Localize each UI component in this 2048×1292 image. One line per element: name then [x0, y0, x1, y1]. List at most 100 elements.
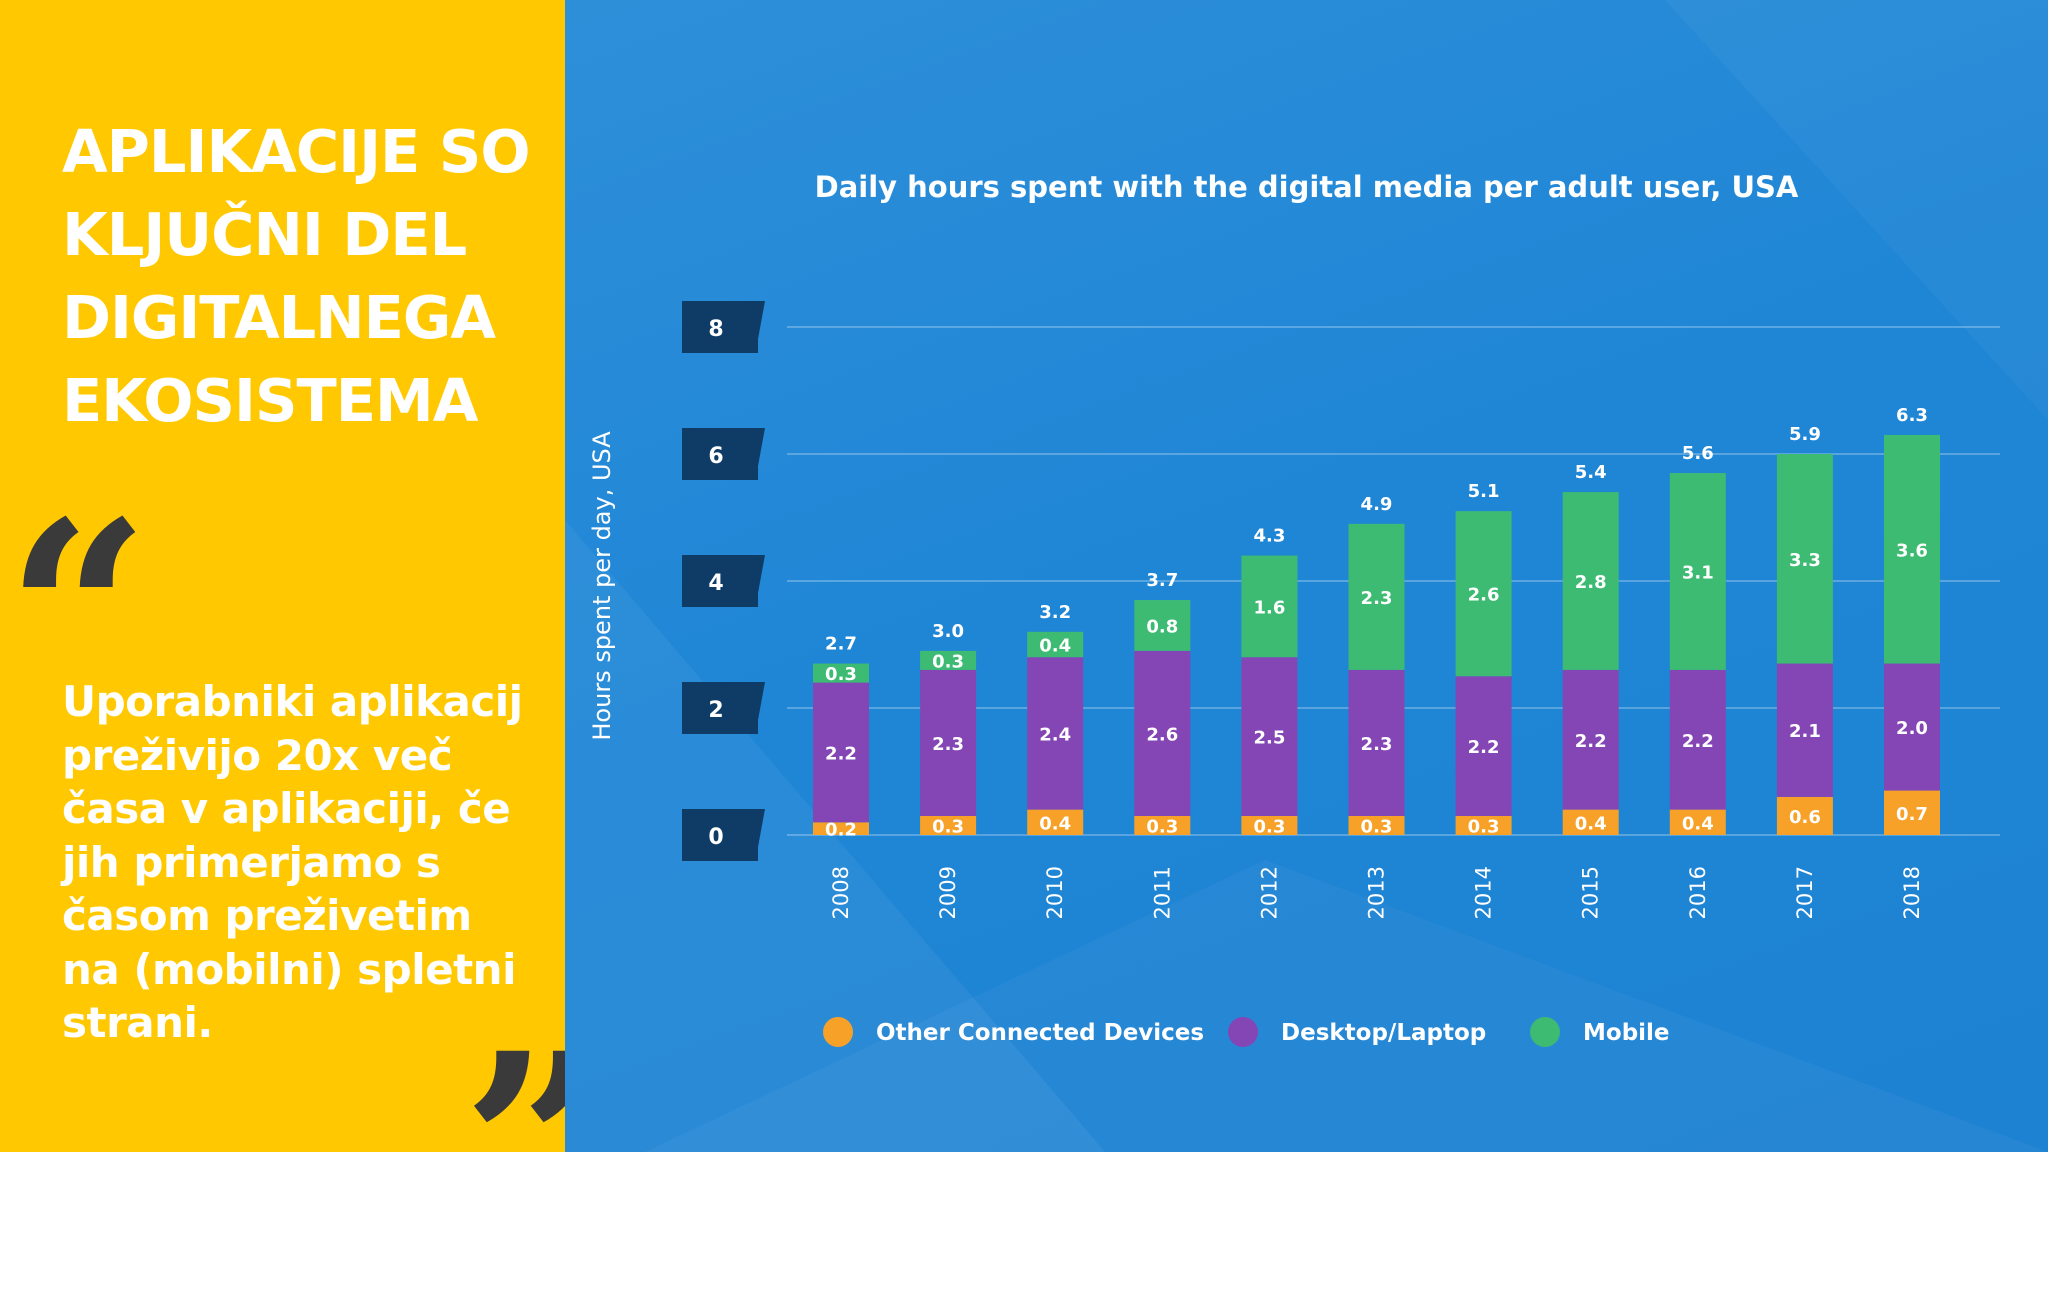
segment-value-label: 2.3 [1361, 734, 1393, 755]
segment-value-label: 2.0 [1896, 718, 1928, 739]
bars: 0.2 2.2 0.3 2.7 0.3 2.3 0.3 3.0 0.4 2.4 0.4 3.2 0.3 2… [813, 405, 1940, 841]
bar-segment [1241, 657, 1298, 816]
background-decoration [565, 0, 2048, 1152]
total-value-label: 2.7 [825, 634, 857, 655]
total-value-label: 5.9 [1789, 424, 1821, 445]
segment-value-label: 2.3 [932, 734, 964, 755]
y-tick-label: 2 [708, 698, 723, 723]
bar-segment [1884, 663, 1940, 791]
segment-value-label: 0.4 [1682, 813, 1714, 834]
y-tick-label: 6 [708, 444, 723, 469]
bar-segment [920, 650, 977, 670]
bar-segment [1241, 555, 1298, 658]
segment-value-label: 2.2 [1468, 737, 1500, 758]
y-tick-box [682, 301, 758, 353]
x-tick-label: 2009 [936, 866, 960, 919]
segment-value-label: 0.2 [825, 820, 857, 841]
bar-segment [1348, 669, 1405, 816]
x-tick-label: 2008 [829, 866, 853, 919]
segment-value-label: 2.2 [1575, 731, 1607, 752]
left-panel: APLIKACIJE SO KLJUČNI DEL DIGITALNEGA EK… [0, 0, 606, 1270]
total-value-label: 5.1 [1468, 481, 1500, 502]
bar-segment [1241, 815, 1298, 835]
y-tick-box [682, 809, 758, 861]
legend-marker [1530, 1017, 1560, 1047]
bar-segment [1562, 492, 1619, 670]
x-tick-label: 2011 [1150, 866, 1174, 919]
bar-segment [1884, 434, 1940, 664]
bar-segment [813, 822, 869, 835]
total-value-label: 3.7 [1146, 570, 1178, 591]
chart-panel: 0 2 4 6 8 0.2 2.2 0.3 2.7 0.3 2.3 0.3 3.0 0.4 2.4 0.4 3… [565, 0, 2048, 1152]
y-axis-label: Hours spent per day, USA [588, 431, 616, 741]
y-tick-box-tab [758, 301, 765, 339]
y-tick-box-tab [758, 682, 765, 720]
total-value-label: 3.2 [1039, 602, 1071, 623]
bar-segment [1027, 631, 1084, 658]
bg-shape [565, 520, 1105, 1152]
segment-value-label: 2.6 [1146, 724, 1178, 745]
segment-value-label: 2.6 [1468, 585, 1500, 606]
bar-segment [1348, 815, 1405, 835]
total-value-label: 3.0 [932, 621, 964, 642]
y-tick-box [682, 682, 758, 734]
bar-segment [1455, 815, 1512, 835]
segment-value-label: 0.7 [1896, 804, 1928, 825]
bar-segment [1027, 809, 1084, 835]
segment-value-label: 1.6 [1253, 597, 1285, 618]
bar-segment [1776, 663, 1833, 797]
legend-label: Mobile [1583, 1020, 1670, 1046]
total-value-label: 4.9 [1361, 494, 1393, 515]
y-tick-label: 4 [708, 571, 723, 596]
bar-segment [1562, 809, 1619, 835]
total-value-label: 5.4 [1575, 462, 1607, 483]
legend-marker [1228, 1017, 1258, 1047]
segment-value-label: 0.4 [1039, 636, 1071, 657]
chart-title: Daily hours spent with the digital media… [814, 170, 1799, 204]
bar-segment [1348, 523, 1405, 670]
bar-segment [1134, 650, 1191, 816]
segment-value-label: 3.1 [1682, 562, 1714, 583]
bar-segment [1027, 657, 1084, 810]
segment-value-label: 0.4 [1575, 813, 1607, 834]
bg-shape [645, 860, 2048, 1152]
segment-value-label: 0.3 [1468, 816, 1500, 837]
legend: Other Connected Devices Desktop/Laptop Mob… [823, 1017, 1670, 1047]
y-tick-box-tab [758, 555, 765, 593]
bar-segment [1669, 669, 1726, 810]
bar-segment [1669, 473, 1726, 670]
segment-value-label: 0.3 [932, 651, 964, 672]
segment-value-label: 2.2 [825, 743, 857, 764]
bar-segment [813, 663, 869, 683]
x-tick-label: 2010 [1043, 866, 1067, 919]
total-value-label: 5.6 [1682, 443, 1714, 464]
segment-value-label: 0.3 [1253, 816, 1285, 837]
y-tick-box-tab [758, 809, 765, 847]
y-tick-box-tab [758, 428, 765, 466]
stacked-bar-chart: 0 2 4 6 8 0.2 2.2 0.3 2.7 0.3 2.3 0.3 3.0 0.4 2.4 0.4 3… [565, 0, 2048, 1152]
bar-segment [813, 682, 869, 823]
x-tick-label: 2017 [1793, 866, 1817, 919]
y-tick-box [682, 428, 758, 480]
segment-value-label: 2.4 [1039, 724, 1071, 745]
segment-value-label: 3.3 [1789, 550, 1821, 571]
segment-value-label: 2.8 [1575, 572, 1607, 593]
legend-label: Desktop/Laptop [1281, 1020, 1486, 1046]
segment-value-label: 2.5 [1253, 728, 1285, 749]
segment-value-label: 2.1 [1789, 721, 1821, 742]
segment-value-label: 0.8 [1146, 616, 1178, 637]
legend-marker [823, 1017, 853, 1047]
x-tick-label: 2013 [1365, 866, 1389, 919]
y-tick-label: 8 [708, 317, 723, 342]
x-tick-label: 2016 [1686, 866, 1710, 919]
x-tick-label: 2014 [1472, 866, 1496, 919]
quote-open-icon: “ [6, 466, 150, 760]
x-tick-label: 2012 [1257, 866, 1281, 919]
bar-segment [920, 669, 977, 816]
segment-value-label: 0.3 [825, 664, 857, 685]
bar-segment [1134, 815, 1191, 835]
bg-shape [1665, 0, 2048, 420]
segment-value-label: 0.4 [1039, 813, 1071, 834]
bar-segment [1776, 454, 1833, 664]
quote-text: Uporabniki aplikacij preživijo 20x več č… [62, 677, 523, 1047]
